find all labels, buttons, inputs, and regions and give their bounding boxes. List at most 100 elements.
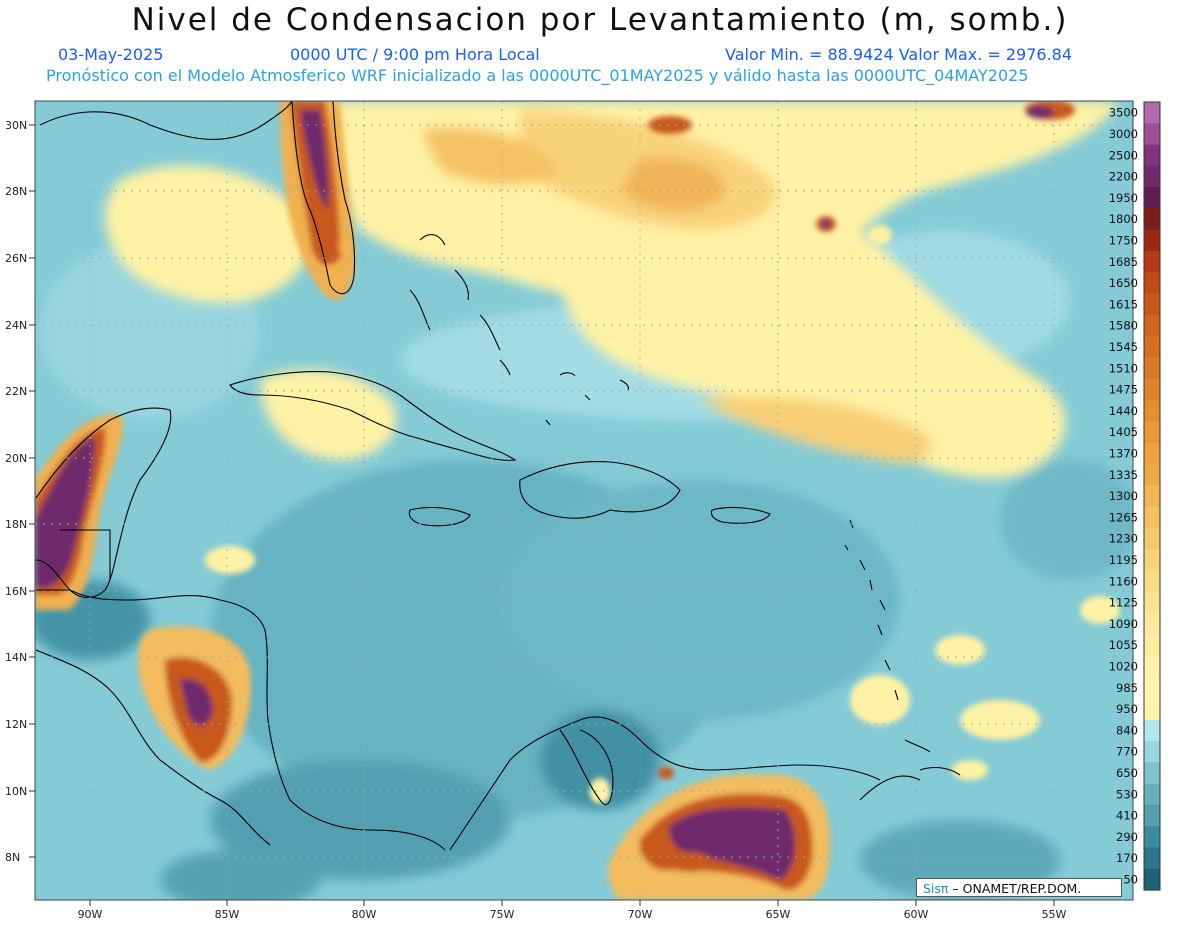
svg-text:26N: 26N bbox=[5, 252, 27, 265]
svg-text:24N: 24N bbox=[5, 319, 27, 332]
lat-tick-label: 18N bbox=[5, 518, 27, 531]
colorbar-swatch bbox=[1144, 847, 1160, 870]
colorbar-label: 1650 bbox=[1109, 276, 1138, 290]
svg-text:12N: 12N bbox=[5, 718, 27, 731]
colorbar-swatch bbox=[1144, 442, 1160, 465]
colorbar-swatch bbox=[1144, 528, 1160, 550]
colorbar-label: 950 bbox=[1116, 702, 1138, 716]
colorbar-swatch bbox=[1144, 485, 1160, 507]
lat-tick-label: 12N bbox=[5, 718, 27, 731]
lat-tick-label: 16N bbox=[5, 585, 27, 598]
colorbar-label: 170 bbox=[1116, 851, 1138, 865]
colorbar-frame bbox=[1143, 101, 1161, 891]
lat-tick-label: 26N bbox=[5, 252, 27, 265]
svg-text:80W: 80W bbox=[352, 908, 377, 921]
colorbar-swatch bbox=[1144, 549, 1160, 571]
colorbar-label: 1545 bbox=[1109, 340, 1138, 354]
lon-tick-label: 70W bbox=[628, 908, 653, 921]
svg-text:14N: 14N bbox=[5, 651, 27, 664]
colorbar-label: 1510 bbox=[1109, 361, 1138, 375]
lat-tick-label: 20N bbox=[5, 452, 27, 465]
colorbar-label: 1265 bbox=[1109, 510, 1138, 524]
colorbar-label: 1750 bbox=[1109, 233, 1138, 247]
lat-tick-label: 10N bbox=[5, 785, 27, 798]
svg-text:75W: 75W bbox=[490, 908, 515, 921]
colorbar-label: 1615 bbox=[1109, 297, 1138, 311]
colorbar-swatch bbox=[1144, 634, 1160, 657]
lon-tick-label: 80W bbox=[352, 908, 377, 921]
lon-tick-label: 90W bbox=[78, 908, 103, 921]
lat-tick-label: 28N bbox=[5, 185, 27, 198]
colorbar-label: 50 bbox=[1123, 872, 1138, 886]
svg-text:55W: 55W bbox=[1042, 908, 1067, 921]
colorbar-label: 1950 bbox=[1109, 191, 1138, 205]
colorbar-swatch bbox=[1144, 677, 1160, 699]
colorbar-swatch bbox=[1144, 868, 1160, 891]
colorbar-swatch bbox=[1144, 293, 1160, 316]
credit-box: Sisπ – ONAMET/REP.DOM. bbox=[916, 878, 1122, 897]
svg-text:65W: 65W bbox=[766, 908, 791, 921]
colorbar-swatch bbox=[1144, 655, 1160, 678]
colorbar-swatch bbox=[1144, 251, 1160, 273]
colorbar-swatch bbox=[1144, 208, 1160, 231]
colorbar-swatch bbox=[1144, 421, 1160, 444]
colorbar-swatch bbox=[1144, 102, 1160, 124]
svg-text:8N: 8N bbox=[5, 851, 20, 864]
lon-axis: 90W 85W 80W 75W 70W 65W 60W 55W bbox=[78, 908, 1067, 921]
colorbar: 3500 3000 2500 2200 1950 1800 1750 1685 1650 1615… bbox=[1109, 101, 1161, 891]
lon-tick-label: 65W bbox=[766, 908, 791, 921]
svg-text:10N: 10N bbox=[5, 785, 27, 798]
lat-axis: 30N 28N 26N 24N 22N 20N 18N 16N 14N 12N … bbox=[5, 119, 27, 864]
lat-tick-label: 22N bbox=[5, 385, 27, 398]
colorbar-label: 410 bbox=[1116, 809, 1138, 823]
svg-text:16N: 16N bbox=[5, 585, 27, 598]
svg-text:20N: 20N bbox=[5, 452, 27, 465]
colorbar-swatch bbox=[1144, 719, 1160, 742]
colorbar-label: 985 bbox=[1116, 681, 1138, 695]
forecast-time: 0000 UTC / 9:00 pm Hora Local bbox=[290, 45, 540, 64]
colorbar-label: 1090 bbox=[1109, 617, 1138, 631]
lat-tick-label: 8N bbox=[5, 851, 20, 864]
lat-tick-label: 14N bbox=[5, 651, 27, 664]
colorbar-label: 650 bbox=[1116, 766, 1138, 780]
value-range: Valor Min. = 88.9424 Valor Max. = 2976.8… bbox=[725, 45, 1073, 64]
lcl-field bbox=[35, 101, 1133, 900]
colorbar-swatch bbox=[1144, 506, 1160, 529]
colorbar-label: 1440 bbox=[1109, 404, 1138, 418]
colorbar-label: 3000 bbox=[1109, 127, 1138, 141]
coastlines bbox=[35, 101, 961, 851]
colorbar-label: 1055 bbox=[1109, 638, 1138, 652]
svg-text:85W: 85W bbox=[215, 908, 240, 921]
lat-tick-label: 30N bbox=[5, 119, 27, 132]
colorbar-label: 1230 bbox=[1109, 532, 1138, 546]
colorbar-label: 1125 bbox=[1109, 596, 1138, 610]
credit-text: – ONAMET/REP.DOM. bbox=[948, 881, 1082, 896]
colorbar-label: 1020 bbox=[1109, 659, 1138, 673]
colorbar-swatch bbox=[1144, 336, 1160, 358]
colorbar-label: 2200 bbox=[1109, 170, 1138, 184]
colorbar-swatch bbox=[1144, 698, 1160, 720]
lon-tick-label: 85W bbox=[215, 908, 240, 921]
colorbar-label: 1580 bbox=[1109, 319, 1138, 333]
svg-text:60W: 60W bbox=[904, 908, 929, 921]
colorbar-label: 530 bbox=[1116, 787, 1138, 801]
colorbar-swatch bbox=[1144, 272, 1160, 294]
colorbar-swatch bbox=[1144, 187, 1160, 209]
colorbar-label: 1800 bbox=[1109, 212, 1138, 226]
model-info: Pronóstico con el Modelo Atmosferico WRF… bbox=[46, 66, 1029, 85]
colorbar-label: 2500 bbox=[1109, 148, 1138, 162]
colorbar-label: 1160 bbox=[1109, 574, 1138, 588]
map-title: Nivel de Condensacion por Levantamiento … bbox=[131, 2, 1069, 38]
colorbar-swatch bbox=[1144, 783, 1160, 806]
colorbar-label: 1300 bbox=[1109, 489, 1138, 503]
plot-frame bbox=[34, 100, 1134, 901]
colorbar-swatch bbox=[1144, 570, 1160, 593]
colorbar-swatch bbox=[1144, 741, 1160, 763]
colorbar-label: 1405 bbox=[1109, 425, 1138, 439]
graticule bbox=[35, 101, 1133, 900]
svg-text:90W: 90W bbox=[78, 908, 103, 921]
lon-tick-label: 55W bbox=[1042, 908, 1067, 921]
colorbar-swatch bbox=[1144, 144, 1160, 167]
colorbar-label: 1475 bbox=[1109, 383, 1138, 397]
svg-text:22N: 22N bbox=[5, 385, 27, 398]
